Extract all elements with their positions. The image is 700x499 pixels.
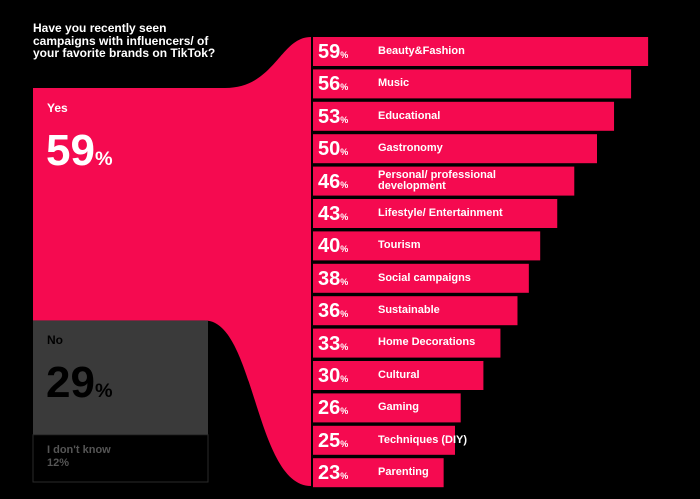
answer-value: 59% [46,126,113,175]
answer-value: 29% [46,358,113,408]
bar [313,231,541,261]
answer-label: Yes [47,101,68,115]
category-label: Beauty&Fashion [378,44,465,57]
category-label: Sustainable [378,303,440,316]
answer-segment [33,320,208,435]
category-label: Educational [378,109,441,122]
bar [313,199,558,228]
answer-value: 12% [47,456,70,469]
answer-segment [33,88,213,321]
value-label: 36% [318,300,349,323]
category-label: Tourism [378,239,421,252]
category-label: Techniques (DIY) [378,433,468,446]
bar [313,361,484,390]
bar [313,166,575,196]
bar [313,296,518,326]
value-label: 38% [318,267,349,290]
bar [313,425,455,455]
bar [313,134,597,164]
value-label: 40% [318,235,349,258]
value-label: 33% [318,332,349,355]
bar [313,393,461,423]
category-label: Gastronomy [378,141,443,154]
category-label: Cultural [378,368,420,381]
value-label: 23% [318,462,349,485]
category-label: Gaming [378,401,419,414]
category-label: Personal/ professional development [378,168,496,193]
bar [313,37,649,66]
category-label: Home Decorations [378,336,476,349]
value-label: 43% [318,203,349,225]
value-label: 25% [318,429,349,452]
value-label: 30% [318,365,349,387]
category-label: Music [378,77,410,90]
chart-title: Have you recently seen campaigns with in… [33,21,216,61]
value-label: 26% [318,397,349,420]
value-label: 59% [318,41,349,63]
value-label: 56% [318,73,349,96]
category-label: Parenting [378,465,429,478]
value-label: 46% [318,170,349,193]
answer-label: I don't know [47,443,111,456]
answer-label: No [47,333,63,348]
bar [313,263,529,293]
category-label: Lifestyle/ Entertainment [378,206,503,219]
bar [313,328,501,358]
value-label: 50% [318,138,349,161]
bar [313,101,615,131]
value-label: 53% [318,105,349,128]
category-label: Social campaigns [378,271,471,284]
bar [313,458,444,488]
answer-segment [32,434,209,483]
funnel-connector [200,37,311,486]
bar [313,69,632,99]
